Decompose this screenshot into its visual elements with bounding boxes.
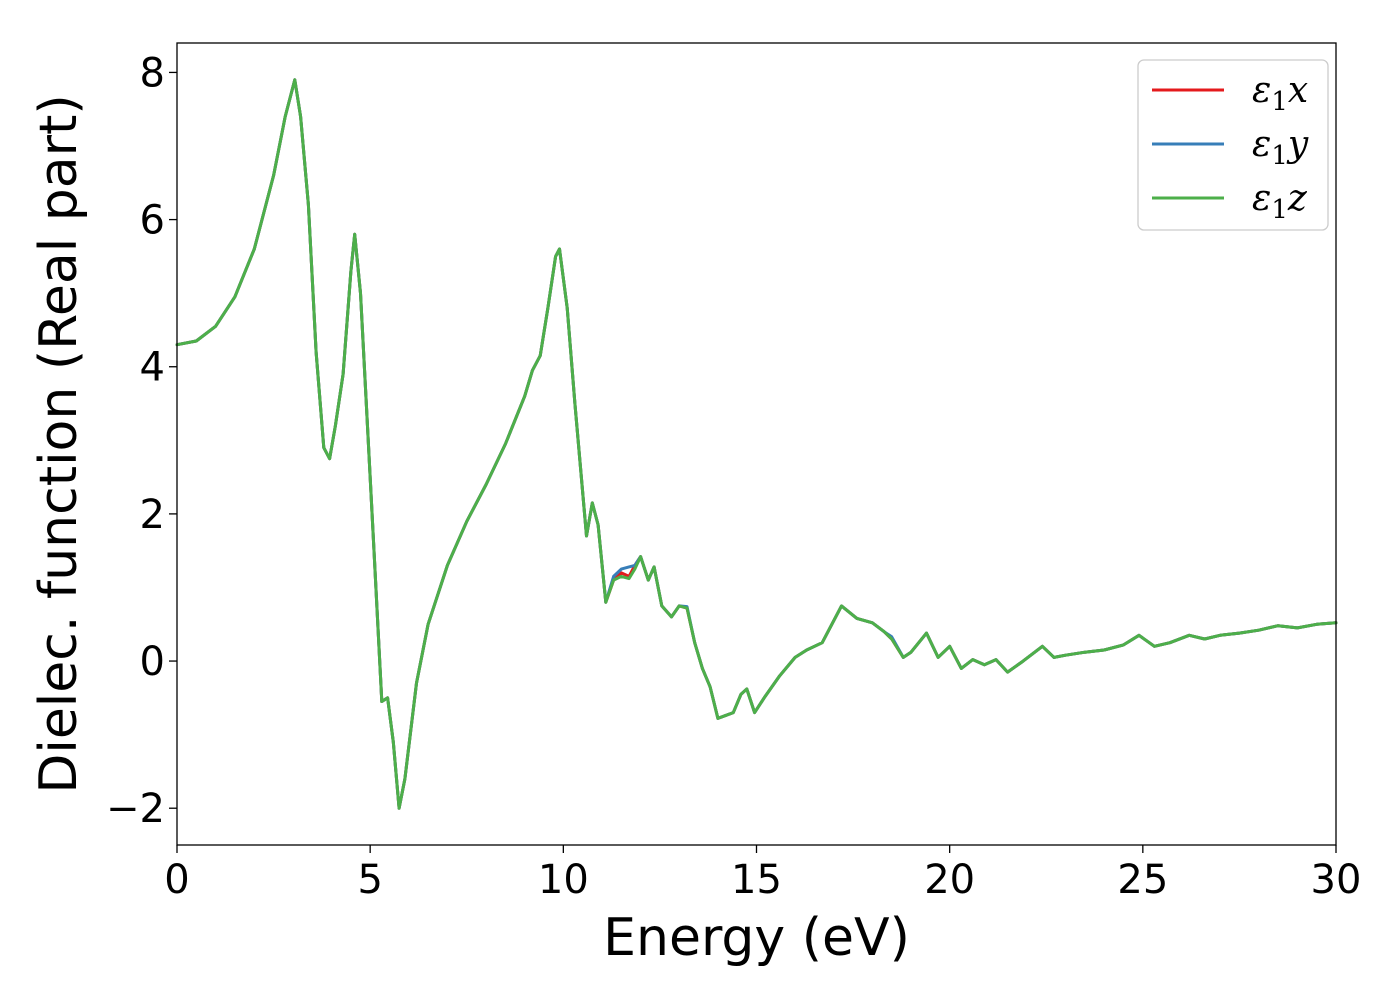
y-tick-label: −2: [106, 786, 165, 832]
x-tick-label: 20: [924, 857, 975, 903]
legend-label-x: ε1x: [1252, 70, 1308, 117]
y-tick-label: 0: [140, 639, 165, 685]
series-line-z: [175, 78, 1338, 810]
x-tick-label: 30: [1311, 857, 1362, 903]
legend-label-z: ε1z: [1252, 178, 1308, 225]
y-tick-label: 2: [140, 492, 165, 538]
x-axis-label: Energy (eV): [603, 908, 910, 968]
x-axis-ticks: 0 5 10 15 20 25 30: [164, 845, 1361, 903]
y-tick-label: 6: [140, 198, 165, 244]
x-tick-label: 5: [357, 857, 382, 903]
series-layer: [175, 78, 1338, 810]
legend-label-y: ε1y: [1252, 124, 1309, 171]
x-tick-label: 0: [164, 857, 189, 903]
x-tick-label: 25: [1117, 857, 1168, 903]
y-tick-label: 8: [140, 50, 165, 96]
y-axis-label: Dielec. function (Real part): [29, 94, 89, 793]
x-tick-label: 15: [731, 857, 782, 903]
legend: ε1x ε1y ε1z: [1137, 59, 1329, 231]
legend-box: [1137, 59, 1329, 231]
y-axis-ticks: −2 0 2 4 6 8: [106, 50, 177, 832]
y-tick-label: 4: [140, 345, 165, 391]
x-tick-label: 10: [538, 857, 589, 903]
